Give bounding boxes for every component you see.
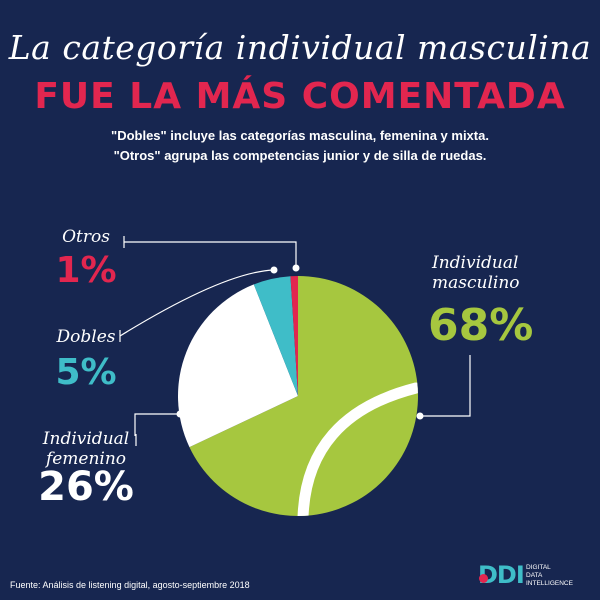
pie-slice-individual-femenino [178,284,298,448]
slice-value-individual-masculino: 68% [428,300,533,351]
connector-otros [124,241,297,268]
tennis-seam-line [297,382,418,516]
slice-name-otros-line-1: Otros [62,227,110,247]
connector-dot-individual-femenino [176,410,184,418]
title-script: La categoría individual masculina [8,28,592,67]
slice-value-otros: 1% [55,250,116,291]
slice-name-dobles-line-1: Dobles [56,327,116,347]
pie-slice-individual-masculino [189,276,419,516]
logo-line-1: DIGITAL [526,564,551,571]
label-connectors [119,236,471,446]
connector-dobles [119,269,275,337]
connector-dot-individual-masculino [416,412,424,420]
title-bold: FUE LA MÁS COMENTADA [34,76,566,117]
logo-text: DIGITAL DATA INTELLIGENCE [526,564,573,588]
slice-value-individual-femenino: 26% [38,464,134,510]
connector-individual-masculino [420,355,471,417]
subtitle-line-1: "Dobles" incluye las categorías masculin… [111,128,489,143]
connector-individual-femenino [134,413,180,436]
logo-dot-icon [479,574,488,583]
connector-dot-dobles [270,266,278,274]
slice-name-individual-masculino-line-1: Individual [431,253,518,273]
connector-dot-otros [292,264,300,272]
slice-name-individual-masculino-line-2: masculino [432,273,520,293]
slice-labels: Individualmasculino68%Individualfemenino… [38,227,533,510]
slice-name-individual-femenino-line-1: Individual [42,429,129,449]
ddi-logo: DDI DIGITAL DATA INTELLIGENCE [478,561,593,591]
pie-slices [178,276,419,516]
logo-line-2: DATA [526,572,543,579]
source-footnote: Fuente: Análisis de listening digital, a… [10,580,250,590]
slice-value-dobles: 5% [55,352,116,393]
pie-slice-otros [290,276,298,396]
slice-name-individual-femenino-line-2: femenino [44,449,126,469]
logo-line-3: INTELLIGENCE [526,580,573,587]
subtitle-line-2: "Otros" agrupa las competencias junior y… [113,148,487,163]
pie-slice-dobles [253,276,298,396]
